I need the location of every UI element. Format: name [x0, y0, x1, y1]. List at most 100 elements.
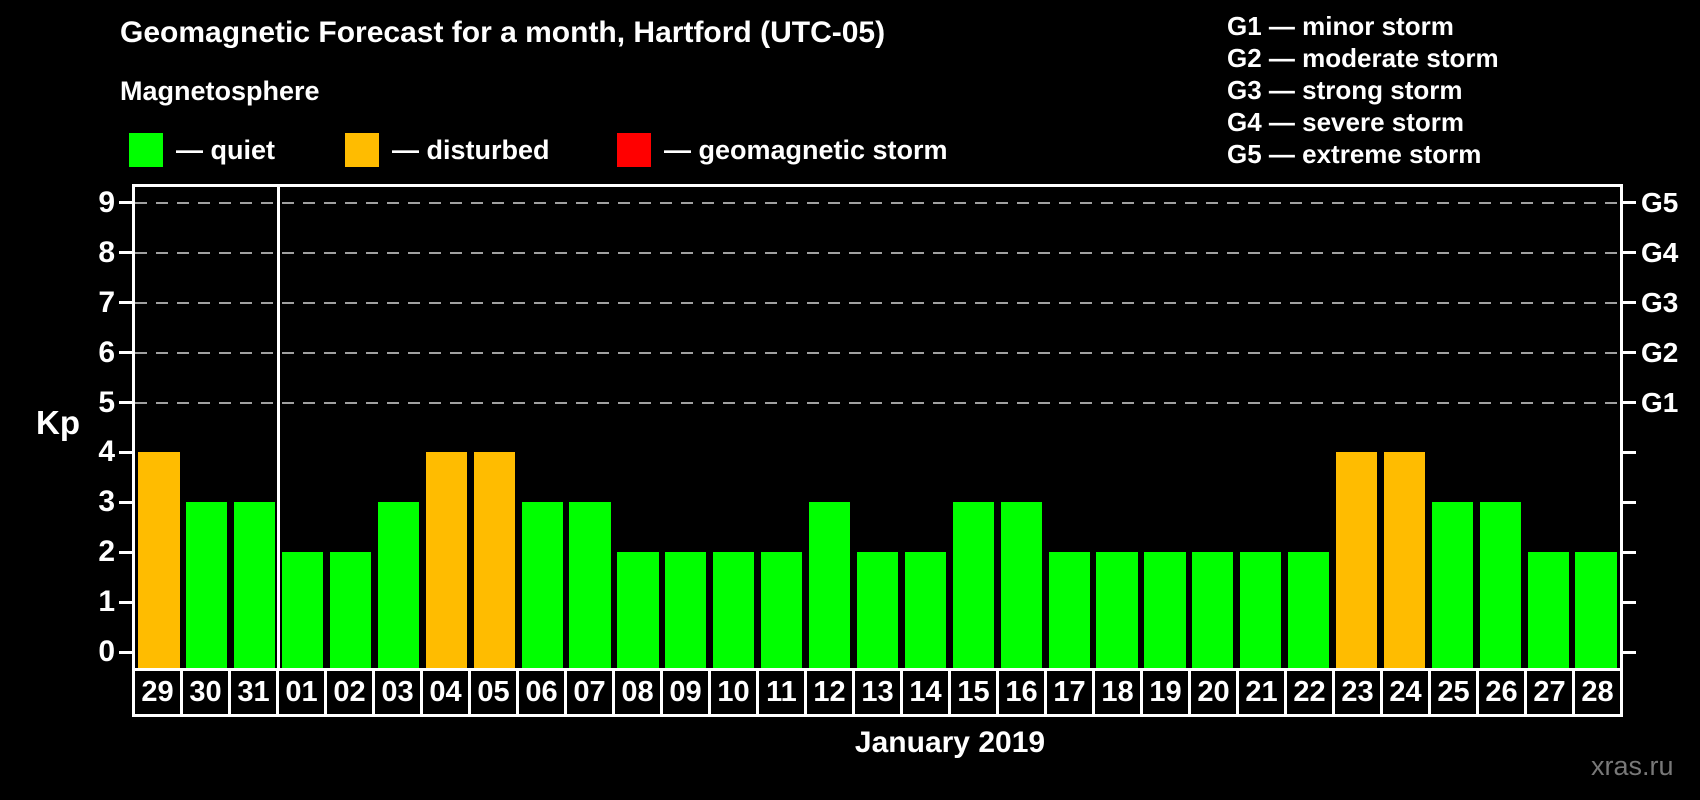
kp-bar-day-23 — [1335, 452, 1378, 668]
kp-bar-day-30 — [186, 502, 228, 668]
day-label-20: 20 — [1191, 671, 1239, 714]
day-label-13: 13 — [855, 671, 903, 714]
y-tick-8 — [119, 251, 134, 255]
day-label-31: 31 — [231, 671, 279, 714]
day-label-11: 11 — [759, 671, 807, 714]
kp-bar-day-31 — [234, 502, 276, 668]
kp-bar-day-26 — [1479, 502, 1521, 668]
y-tick-label-3: 3 — [98, 485, 115, 519]
gridline-kp-7 — [135, 301, 1620, 304]
right-tick-2 — [1621, 550, 1636, 554]
kp-bar-day-10 — [713, 552, 755, 668]
day-label-03: 03 — [375, 671, 423, 714]
y-tick-5 — [119, 401, 134, 404]
day-label-15: 15 — [951, 671, 999, 714]
g-legend-line-2: G2 — moderate storm — [1227, 43, 1499, 73]
day-label-21: 21 — [1239, 671, 1287, 714]
y-tick-label-4: 4 — [98, 435, 115, 469]
watermark: xras.ru — [1591, 751, 1674, 781]
y-axis-title: Kp — [36, 404, 80, 441]
day-label-12: 12 — [807, 671, 855, 714]
kp-bar-day-29 — [138, 452, 180, 668]
y-tick-4 — [119, 450, 134, 454]
kp-bar-day-25 — [1431, 502, 1473, 668]
legend-label-disturbed: — disturbed — [392, 134, 550, 165]
kp-bar-day-12 — [808, 502, 851, 668]
y-tick-label-5: 5 — [98, 385, 115, 419]
y-tick-label-8: 8 — [98, 235, 115, 269]
day-label-22: 22 — [1287, 671, 1335, 714]
day-label-01: 01 — [279, 671, 327, 714]
legend-swatch-disturbed — [345, 133, 379, 167]
g-legend-line-4: G4 — severe storm — [1227, 107, 1465, 137]
kp-bar-day-04 — [425, 452, 467, 668]
day-label-23: 23 — [1335, 671, 1383, 714]
right-tick-9 — [1621, 201, 1636, 205]
kp-bar-day-24 — [1383, 452, 1426, 668]
kp-bar-day-15 — [952, 502, 994, 668]
gridline-kp-5 — [135, 401, 1620, 404]
chart-subtitle: Magnetosphere — [120, 76, 320, 106]
kp-bar-day-02 — [329, 552, 372, 668]
y-tick-9 — [119, 201, 134, 205]
day-label-19: 19 — [1143, 671, 1191, 714]
day-label-18: 18 — [1095, 671, 1143, 714]
day-label-24: 24 — [1383, 671, 1431, 714]
y-tick-1 — [119, 600, 134, 604]
kp-bar-day-17 — [1048, 552, 1090, 668]
day-label-16: 16 — [999, 671, 1047, 714]
kp-bar-day-14 — [904, 552, 946, 668]
day-label-06: 06 — [519, 671, 567, 714]
right-tick-5 — [1621, 401, 1636, 404]
g-legend-line-3: G3 — strong storm — [1227, 75, 1463, 105]
y-tick-3 — [119, 500, 134, 504]
day-label-27: 27 — [1527, 671, 1575, 714]
y-tick-label-6: 6 — [98, 335, 115, 369]
gridline-kp-9 — [135, 201, 1620, 204]
y-tick-0 — [119, 650, 134, 654]
g-axis-label-G2: G2 — [1641, 336, 1679, 368]
kp-bar-day-03 — [377, 502, 420, 668]
g-axis-label-G5: G5 — [1641, 186, 1679, 218]
kp-bar-day-09 — [665, 552, 707, 668]
legend-item-disturbed: — disturbed — [345, 133, 550, 167]
day-label-09: 09 — [663, 671, 711, 714]
kp-bar-day-05 — [473, 452, 515, 668]
g-axis-label-G3: G3 — [1641, 286, 1679, 318]
y-tick-7 — [119, 301, 134, 305]
legend-label-quiet: — quiet — [176, 134, 275, 165]
kp-bar-day-01 — [282, 552, 324, 668]
legend-swatch-storm — [617, 133, 651, 167]
day-label-02: 02 — [327, 671, 375, 714]
day-label-14: 14 — [903, 671, 951, 714]
legend-item-storm: — geomagnetic storm — [617, 133, 948, 167]
kp-bar-day-27 — [1527, 552, 1569, 668]
y-tick-label-7: 7 — [98, 285, 115, 319]
kp-bar-day-13 — [856, 552, 899, 668]
day-label-08: 08 — [615, 671, 663, 714]
day-label-28: 28 — [1581, 676, 1614, 708]
day-label-26: 26 — [1479, 671, 1527, 714]
y-tick-label-2: 2 — [98, 535, 115, 569]
legend-label-storm: — geomagnetic storm — [664, 134, 948, 165]
right-tick-0 — [1621, 650, 1636, 654]
day-label-07: 07 — [567, 671, 615, 714]
kp-bar-day-08 — [617, 552, 659, 668]
kp-bar-day-11 — [761, 552, 803, 668]
right-tick-3 — [1621, 500, 1636, 504]
g-axis-label-G1: G1 — [1641, 386, 1679, 418]
right-tick-6 — [1621, 351, 1636, 355]
y-tick-6 — [119, 351, 134, 355]
kp-bar-day-19 — [1144, 552, 1186, 668]
g-legend-line-5: G5 — extreme storm — [1227, 139, 1482, 169]
month-boundary-line — [277, 187, 281, 668]
g-legend-line-1: G1 — minor storm — [1227, 11, 1454, 41]
x-axis-day-labels: 29 30 31 01 02 03 04 05 06 07 08 09 10 11 12 13 14 15 16 17… — [132, 668, 1623, 717]
gridline-kp-6 — [135, 351, 1620, 354]
day-label-05: 05 — [471, 671, 519, 714]
kp-bar-day-22 — [1288, 552, 1330, 668]
y-tick-2 — [119, 550, 134, 554]
right-tick-4 — [1621, 450, 1636, 454]
g-scale-legend: G1 — minor storm G2 — moderate storm G3 — … — [1227, 10, 1499, 170]
